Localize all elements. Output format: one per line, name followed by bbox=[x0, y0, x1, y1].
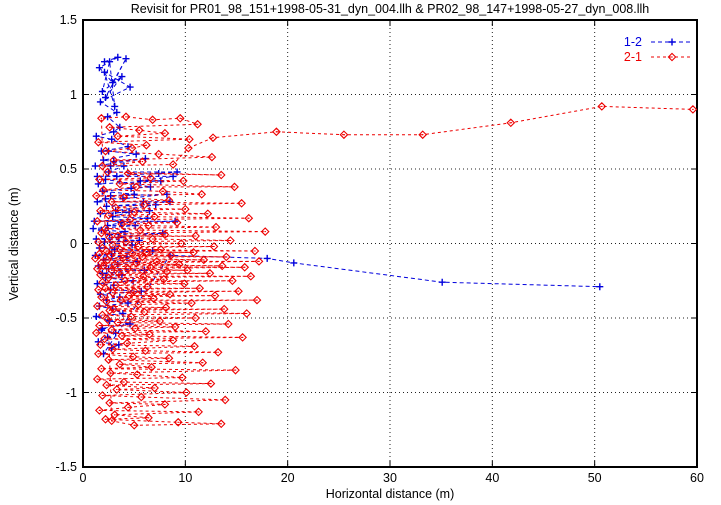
y-tick-label--1: -1 bbox=[65, 385, 77, 400]
series-line-2-1 bbox=[95, 105, 693, 426]
grid-lines bbox=[83, 20, 697, 467]
x-axis-label: Horizontal distance (m) bbox=[325, 487, 455, 501]
legend-sample-2-1 bbox=[651, 52, 693, 61]
series-markers-1-2 bbox=[89, 53, 604, 358]
x-tick-label-20: 20 bbox=[280, 471, 295, 485]
legend: 1-2 2-1 bbox=[624, 34, 694, 64]
x-tick-label-10: 10 bbox=[178, 471, 193, 485]
legend-entry-1-2: 1-2 bbox=[624, 34, 694, 49]
plot-border bbox=[82, 19, 698, 468]
x-tick-label-30: 30 bbox=[383, 471, 397, 485]
y-tick-label--1.5: -1.5 bbox=[55, 460, 77, 474]
y-tick-label-1.5: 1.5 bbox=[59, 13, 77, 27]
x-tick-label-60: 60 bbox=[690, 471, 704, 485]
series-markers-2-1 bbox=[90, 102, 698, 430]
legend-entry-2-1: 2-1 bbox=[624, 49, 694, 64]
x-tick-label-40: 40 bbox=[485, 471, 500, 485]
legend-sample-1-2 bbox=[651, 38, 693, 45]
y-tick-label-0.5: 0.5 bbox=[59, 162, 77, 176]
x-tick-label-0: 0 bbox=[79, 471, 87, 485]
chart-title: Revisit for PR01_98_151+1998-05-31_dyn_0… bbox=[130, 2, 650, 16]
y-tick-label-0: 0 bbox=[70, 236, 77, 251]
y-tick-label--0.5: -0.5 bbox=[55, 311, 77, 325]
legend-label-2-1: 2-1 bbox=[623, 49, 642, 64]
x-tick-label-50: 50 bbox=[587, 471, 602, 485]
y-tick-label-1: 1 bbox=[70, 87, 77, 102]
legend-label-1-2: 1-2 bbox=[623, 34, 642, 49]
